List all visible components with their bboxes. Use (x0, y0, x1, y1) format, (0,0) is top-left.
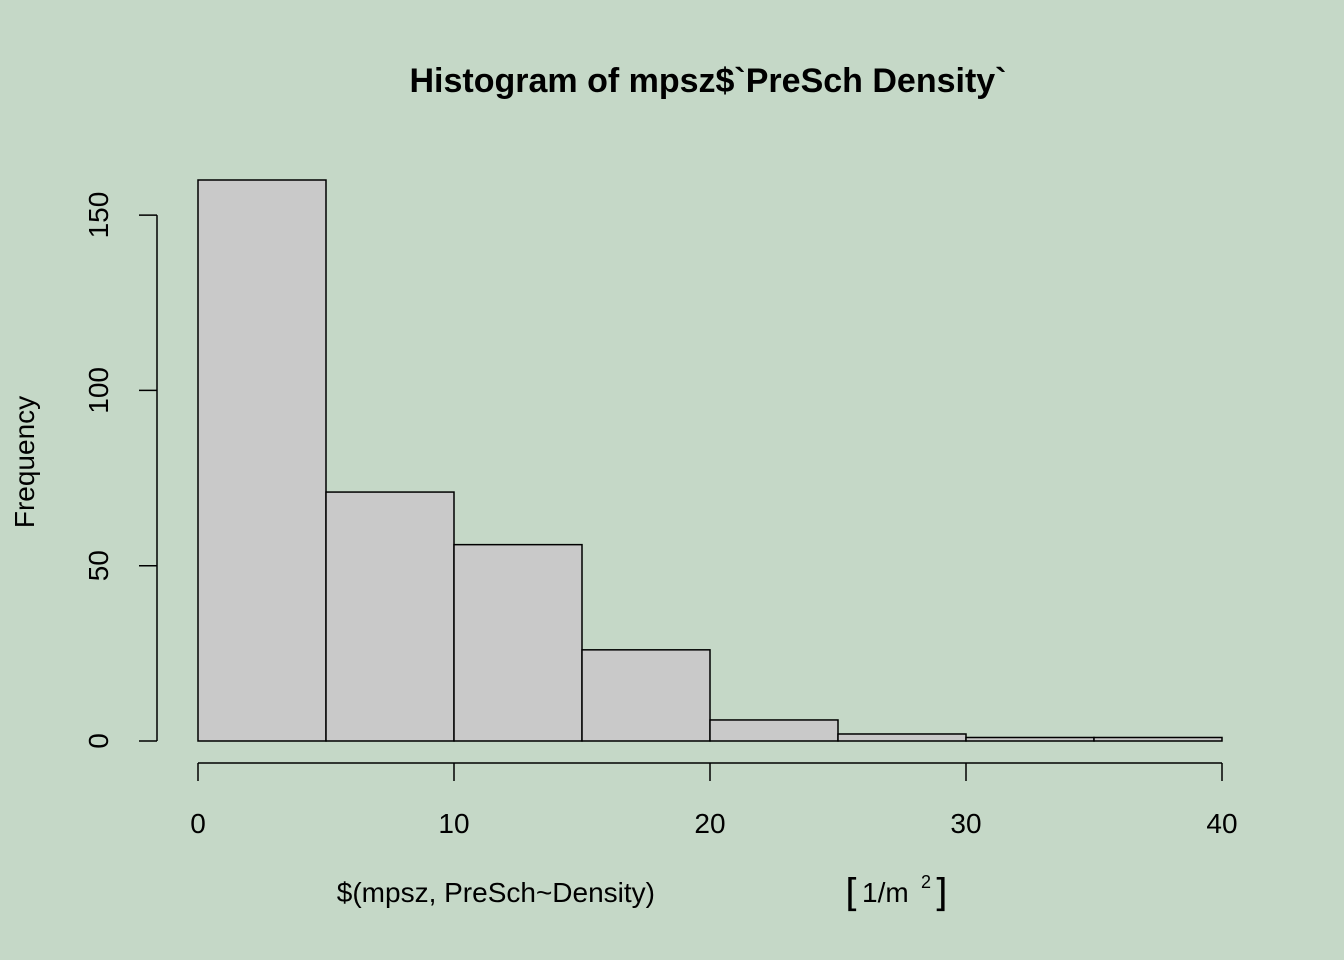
chart-title: Histogram of mpsz$`PreSch Density` (409, 62, 1006, 100)
y-tick-label: 0 (83, 733, 114, 749)
x-tick-label: 30 (950, 808, 981, 839)
x-axis-label-bracket-open: [ (845, 871, 860, 915)
y-tick-label: 150 (83, 192, 114, 239)
histogram-bar (965, 736, 1095, 742)
histogram-bar (453, 543, 583, 742)
y-axis-label: Frequency (9, 396, 40, 528)
y-ticks-group: 0 50 100 150 (83, 192, 157, 749)
x-axis: 0 10 20 30 40 (190, 762, 1238, 839)
x-ticks-group: 0 10 20 30 40 (190, 763, 1238, 839)
x-tick-label: 0 (190, 808, 206, 839)
y-axis: 0 50 100 150 (83, 192, 158, 749)
y-tick-label: 50 (83, 550, 114, 581)
x-axis-label-bracket-close: ] (933, 871, 948, 915)
x-tick-label: 40 (1206, 808, 1237, 839)
bars-group (197, 179, 1223, 742)
histogram-bar (709, 719, 839, 742)
histogram-bar (837, 733, 967, 742)
histogram-bar (581, 649, 711, 742)
x-axis-label: $(mpsz, PreSch~Density) [ 1/m 2 ] (337, 871, 948, 915)
x-axis-label-unit: 1/m (862, 877, 909, 908)
histogram-bar (197, 179, 327, 742)
y-tick-label: 100 (83, 367, 114, 414)
x-axis-label-main: $(mpsz, PreSch~Density) (337, 877, 655, 908)
x-axis-label-unit-sup: 2 (921, 872, 931, 892)
x-tick-label: 20 (694, 808, 725, 839)
x-tick-label: 10 (438, 808, 469, 839)
histogram-bar (1093, 736, 1223, 742)
histogram-bar (325, 491, 455, 742)
